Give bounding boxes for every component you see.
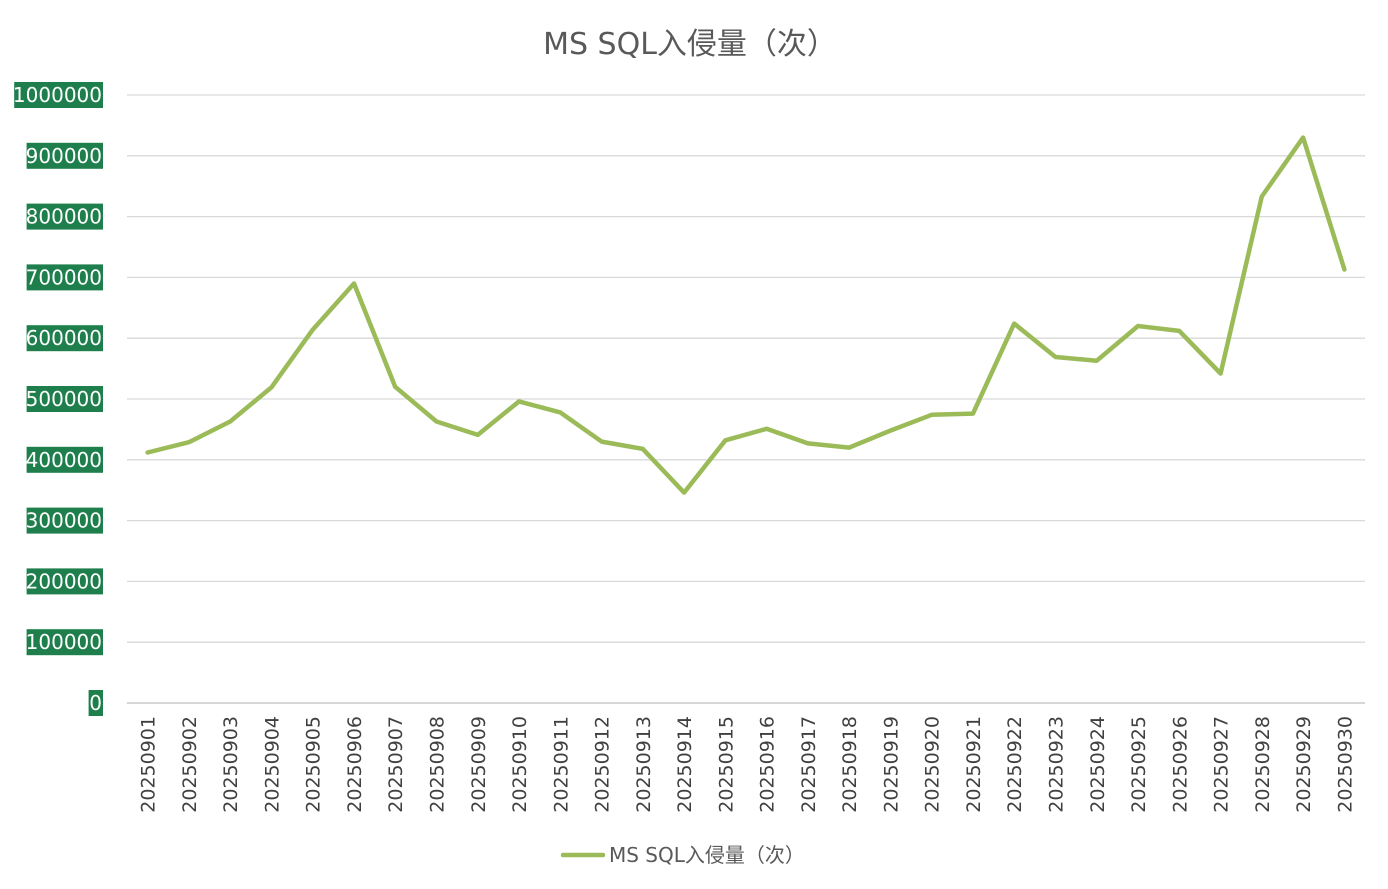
series-line (145, 135, 1347, 495)
x-tick-label: 20250930 (1334, 716, 1356, 813)
y-tick-label: 900000 (26, 144, 102, 168)
x-tick-label: 20250913 (633, 716, 655, 813)
chart-title: MS SQL入侵量（次） (543, 27, 837, 62)
x-tick-label: 20250906 (344, 716, 366, 813)
x-tick-label: 20250915 (715, 716, 737, 813)
y-tick-label-background (26, 568, 104, 595)
x-axis-tick-labels: 20250901 20250902 20250903 20250904 20250905… (138, 716, 1357, 813)
x-tick-label: 20250928 (1252, 716, 1274, 813)
x-tick-label: 20250925 (1128, 716, 1150, 813)
x-tick-label: 20250926 (1169, 716, 1191, 813)
y-tick-label-background (14, 82, 104, 108)
y-tick-label: 1000000 (13, 83, 102, 107)
y-tick-label-background (26, 507, 104, 534)
x-tick-label: 20250921 (963, 716, 985, 813)
x-tick-label: 20250909 (468, 716, 490, 813)
series-lines (145, 135, 1347, 495)
x-tick-label: 20250901 (138, 716, 160, 813)
y-tick-label: 400000 (26, 448, 102, 472)
y-tick-label-background (26, 264, 104, 291)
x-tick-label: 20250903 (220, 716, 242, 813)
x-tick-label: 20250912 (592, 716, 614, 813)
y-tick-label-background (26, 386, 104, 412)
y-tick-label: 0 (89, 691, 102, 715)
x-tick-label: 20250923 (1046, 716, 1068, 813)
y-tick-label: 800000 (26, 205, 102, 229)
y-axis-tick-labels: 0 100000 200000 300000 400000 500000 600000 700… (13, 82, 104, 716)
x-tick-label: 20250904 (261, 716, 283, 813)
gridlines (127, 94, 1365, 704)
legend: MS SQL入侵量（次） (560, 843, 805, 867)
y-tick-label-background (26, 446, 104, 473)
y-tick-label-background (26, 142, 104, 169)
x-tick-label: 20250918 (839, 716, 861, 813)
x-tick-label: 20250920 (922, 716, 944, 813)
y-tick-label: 600000 (26, 326, 102, 350)
y-tick-label: 300000 (26, 509, 102, 533)
x-tick-label: 20250929 (1293, 716, 1315, 813)
y-tick-label: 100000 (26, 630, 102, 654)
x-tick-label: 20250905 (303, 716, 325, 813)
y-tick-label: 700000 (26, 265, 102, 289)
x-tick-label: 20250916 (757, 716, 779, 813)
x-tick-label: 20250914 (674, 716, 696, 813)
x-tick-label: 20250924 (1087, 716, 1109, 813)
x-tick-label: 20250927 (1211, 716, 1233, 813)
y-tick-label: 200000 (26, 569, 102, 593)
x-tick-label: 20250917 (798, 716, 820, 813)
x-tick-label: 20250911 (550, 716, 572, 813)
x-tick-label: 20250910 (509, 716, 531, 813)
x-tick-label: 20250907 (385, 716, 407, 813)
x-tick-label: 20250922 (1004, 716, 1026, 813)
y-tick-label-background (26, 325, 104, 352)
y-tick-label-background (88, 690, 103, 716)
x-tick-label: 20250902 (179, 716, 201, 813)
y-tick-label-background (26, 203, 104, 230)
y-tick-label: 500000 (26, 387, 102, 411)
x-tick-label: 20250908 (427, 716, 449, 813)
x-tick-label: 20250919 (880, 716, 902, 813)
legend-label: MS SQL入侵量（次） (609, 843, 805, 867)
y-tick-label-background (26, 629, 104, 656)
